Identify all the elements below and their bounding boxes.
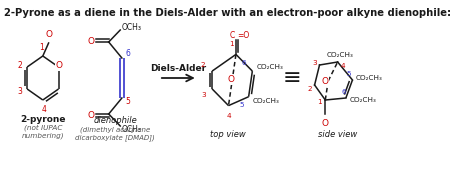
Text: 3: 3	[17, 86, 22, 96]
Text: ≡: ≡	[283, 68, 301, 88]
Text: 6: 6	[342, 89, 346, 95]
Text: 2: 2	[18, 60, 22, 70]
Text: 3: 3	[312, 60, 317, 66]
Text: CO₂CH₃: CO₂CH₃	[253, 98, 280, 104]
Text: 6: 6	[242, 60, 246, 66]
Text: 4: 4	[41, 105, 46, 113]
Text: 4: 4	[340, 63, 345, 69]
Text: O: O	[322, 119, 329, 128]
Text: CO₂CH₃: CO₂CH₃	[356, 75, 383, 81]
Text: O: O	[87, 111, 94, 120]
Text: CO₂CH₃: CO₂CH₃	[327, 52, 354, 58]
Text: side view: side view	[318, 130, 357, 139]
Text: CO₂CH₃: CO₂CH₃	[350, 97, 377, 103]
Text: dienophile: dienophile	[93, 116, 137, 125]
Text: 2: 2	[201, 62, 205, 68]
Text: O: O	[321, 77, 328, 86]
Text: 5: 5	[347, 71, 352, 77]
Text: O: O	[46, 30, 53, 39]
Text: 5: 5	[240, 102, 245, 108]
Text: 2-pyrone: 2-pyrone	[20, 115, 65, 124]
Text: 3: 3	[201, 92, 206, 98]
Text: 6: 6	[125, 50, 130, 59]
Text: O: O	[227, 75, 234, 85]
Text: O: O	[87, 36, 94, 45]
Text: O: O	[56, 62, 63, 70]
Text: CO₂CH₃: CO₂CH₃	[256, 64, 283, 70]
Text: =O: =O	[237, 31, 249, 40]
Text: 1: 1	[317, 99, 322, 105]
Text: top view: top view	[210, 130, 246, 139]
Text: 5: 5	[125, 97, 130, 107]
Text: OCH₃: OCH₃	[122, 124, 142, 134]
Text: (dimethyl acetylene
dicarboxylate [DMAD]): (dimethyl acetylene dicarboxylate [DMAD]…	[75, 126, 155, 141]
Text: 4: 4	[227, 113, 232, 119]
Text: 1: 1	[229, 41, 234, 47]
Text: 2: 2	[307, 86, 312, 92]
Text: 2-Pyrone as a diene in the Diels-Alder with an electron-poor alkyne dienophile:: 2-Pyrone as a diene in the Diels-Alder w…	[4, 8, 451, 18]
Text: OCH₃: OCH₃	[122, 22, 142, 32]
Text: C: C	[230, 31, 235, 40]
Text: (not IUPAC
numbering): (not IUPAC numbering)	[21, 124, 64, 139]
Text: 1: 1	[39, 43, 44, 51]
Text: Diels-Alder: Diels-Alder	[150, 64, 206, 73]
